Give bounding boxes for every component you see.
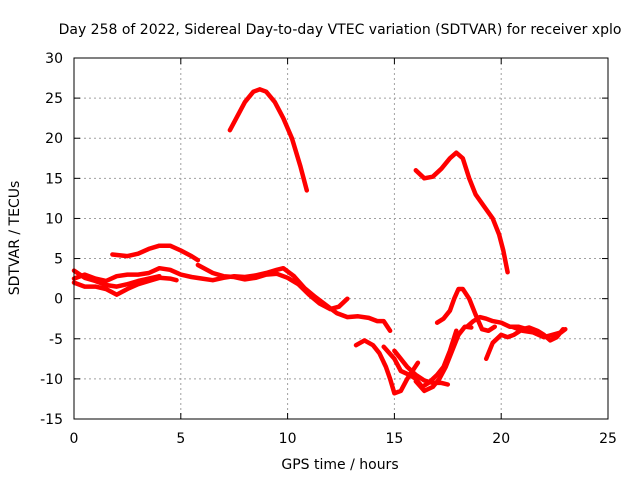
series-arc-4: [110, 243, 201, 263]
y-tick-label: 0: [54, 292, 63, 308]
y-tick-label: 30: [45, 51, 63, 67]
series-arc-6: [227, 87, 310, 193]
y-tick-label: 10: [45, 211, 63, 227]
y-tick-label: -10: [40, 372, 63, 388]
x-tick-label: 5: [176, 431, 185, 447]
grid: [74, 58, 608, 419]
x-axis-title: GPS time / hours: [281, 457, 398, 473]
y-tick-label: -5: [49, 332, 63, 348]
series-arc-11: [434, 286, 498, 334]
series-arc-2: [71, 275, 179, 297]
tick-labels: 0 5 10 15 20 25 -15 -10 -5 0 5 10 15 20 25 30: [40, 51, 617, 447]
y-tick-label: 15: [45, 171, 63, 187]
series-arc-13: [483, 325, 566, 362]
data-series: [71, 87, 568, 396]
x-tick-label: 10: [279, 431, 297, 447]
plot-frame: [73, 57, 609, 420]
y-tick-label: 20: [45, 131, 63, 147]
x-tick-label: 15: [385, 431, 403, 447]
y-tick-label: 25: [45, 91, 63, 107]
series-arc-9: [392, 348, 451, 387]
y-axis-title: SDTVAR / TECUs: [7, 181, 23, 296]
y-tick-label: -15: [40, 412, 63, 428]
series-arc-14: [509, 324, 568, 340]
series-arc-3: [71, 268, 162, 289]
series-arc-5: [195, 262, 350, 312]
series-arc-15: [413, 150, 510, 275]
chart-title: Day 258 of 2022, Sidereal Day-to-day VTE…: [59, 22, 622, 38]
series-arc-10: [413, 324, 474, 394]
x-tick-label: 25: [599, 431, 617, 447]
y-tick-label: 5: [54, 252, 63, 268]
axis-ticks: [73, 57, 609, 420]
x-tick-label: 0: [70, 431, 79, 447]
x-tick-label: 20: [492, 431, 510, 447]
